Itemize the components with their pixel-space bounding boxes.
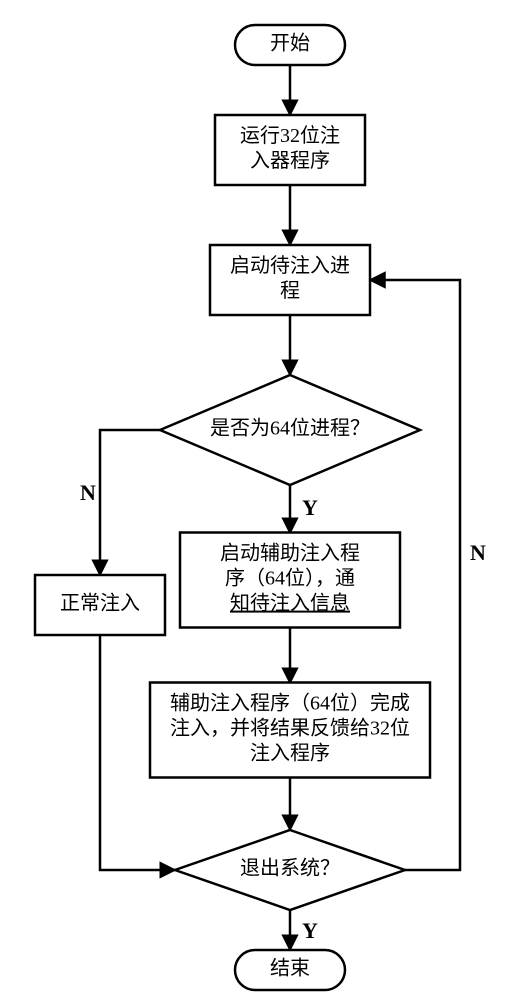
edge-label-is64-normal: N — [80, 480, 96, 505]
node-launch-line0: 启动待注入进 — [230, 254, 350, 277]
node-start: 开始 — [235, 25, 345, 65]
node-aux-line0: 启动辅助注入程 — [220, 542, 360, 565]
node-aux-line1: 序（64位），通 — [225, 567, 355, 590]
edge-label-exit-launch: N — [470, 540, 486, 565]
edge-is64-normal — [100, 430, 160, 575]
node-run32-line1: 入器程序 — [250, 149, 330, 172]
node-exit-line0: 退出系统？ — [240, 857, 340, 880]
node-end-line0: 结束 — [270, 957, 310, 980]
node-launch: 启动待注入进程 — [210, 245, 370, 315]
edge-label-is64-aux: Y — [302, 495, 318, 520]
node-auxdone-line2: 注入程序 — [250, 742, 330, 765]
node-auxdone: 辅助注入程序（64位）完成注入，并将结果反馈给32位注入程序 — [150, 683, 430, 778]
node-is64: 是否为64位进程？ — [160, 375, 420, 485]
node-auxdone-line0: 辅助注入程序（64位）完成 — [170, 692, 410, 715]
node-aux-line2: 知待注入信息 — [230, 592, 350, 615]
node-run32: 运行32位注入器程序 — [215, 115, 365, 185]
node-run32-line0: 运行32位注 — [240, 124, 340, 147]
node-end: 结束 — [235, 950, 345, 990]
node-normal-line0: 正常注入 — [60, 592, 140, 615]
node-start-line0: 开始 — [270, 32, 310, 55]
node-auxdone-line1: 注入，并将结果反馈给32位 — [170, 717, 410, 740]
node-is64-line0: 是否为64位进程？ — [210, 417, 370, 440]
node-exit: 退出系统？ — [175, 830, 405, 910]
node-aux: 启动辅助注入程序（64位），通知待注入信息 — [180, 533, 400, 628]
node-launch-line1: 程 — [280, 279, 300, 302]
node-normal: 正常注入 — [35, 575, 165, 635]
edge-label-exit-end: Y — [302, 918, 318, 943]
